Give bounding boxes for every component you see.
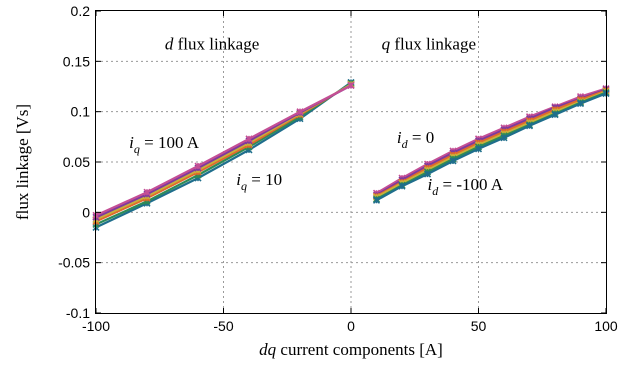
q-flux-data-point (398, 182, 406, 190)
y-tick-label: 0.2 (71, 3, 91, 19)
x-tick-label: 50 (471, 318, 487, 334)
q-flux-series-line (375, 90, 607, 199)
y-tick-label: 0.1 (71, 104, 91, 120)
y-tick-label: 0.05 (63, 154, 90, 170)
d-flux-data-point (347, 81, 355, 90)
y-axis-label: flux linkage [Vs] (13, 104, 32, 220)
id-100-annotation: id = -100 A (428, 175, 504, 198)
x-tick-label: -100 (82, 318, 110, 334)
d-title-annotation: d flux linkage (165, 34, 259, 53)
q-flux-data-point (423, 170, 432, 178)
q-flux-series-line (375, 89, 607, 198)
iq-100-annotation: iq = 100 A (129, 133, 200, 156)
x-tick-label: -50 (213, 318, 233, 334)
d-flux-data-point (143, 188, 151, 196)
y-tick-label: -0.05 (58, 255, 90, 271)
q-flux-data-point (576, 100, 585, 108)
y-tick-label: 0 (82, 204, 90, 220)
x-tick-label: 100 (594, 318, 618, 334)
q-flux-data-point (551, 111, 559, 119)
q-flux-data-point (449, 157, 457, 165)
q-flux-series-line (375, 87, 607, 195)
grid-lines (96, 11, 606, 313)
q-flux-series-line (375, 92, 607, 202)
x-axis-label: dq current components [A] (259, 340, 443, 359)
plot-frame (95, 10, 607, 314)
q-flux-data-point (500, 134, 508, 142)
d-flux-series-line (95, 84, 352, 217)
q-flux-series-line (375, 88, 607, 197)
d-flux-data-point (296, 108, 304, 116)
y-tick-label: -0.1 (66, 305, 90, 321)
d-flux-series-line (95, 81, 352, 229)
id-0-annotation: id = 0 (397, 128, 434, 151)
q-flux-data-point (474, 145, 483, 153)
iq-10-annotation: iq = 10 (236, 170, 282, 193)
y-tick-label: 0.15 (63, 53, 90, 69)
annotations: d flux linkage q flux linkage iq = 100 A iq… (129, 34, 504, 198)
d-flux-data-point (245, 135, 253, 143)
x-tick-label: 0 (347, 318, 355, 334)
d-flux-data-point (194, 162, 202, 170)
d-flux-series-line (95, 82, 352, 226)
axis-ticks: -100 -50 0 50 100 -0.1 -0.05 0 0.05 0.1 0.15 0.2 (58, 3, 618, 334)
q-flux-data-point (525, 122, 534, 130)
q-flux-data-point (372, 196, 381, 204)
q-title-annotation: q flux linkage (382, 34, 476, 53)
